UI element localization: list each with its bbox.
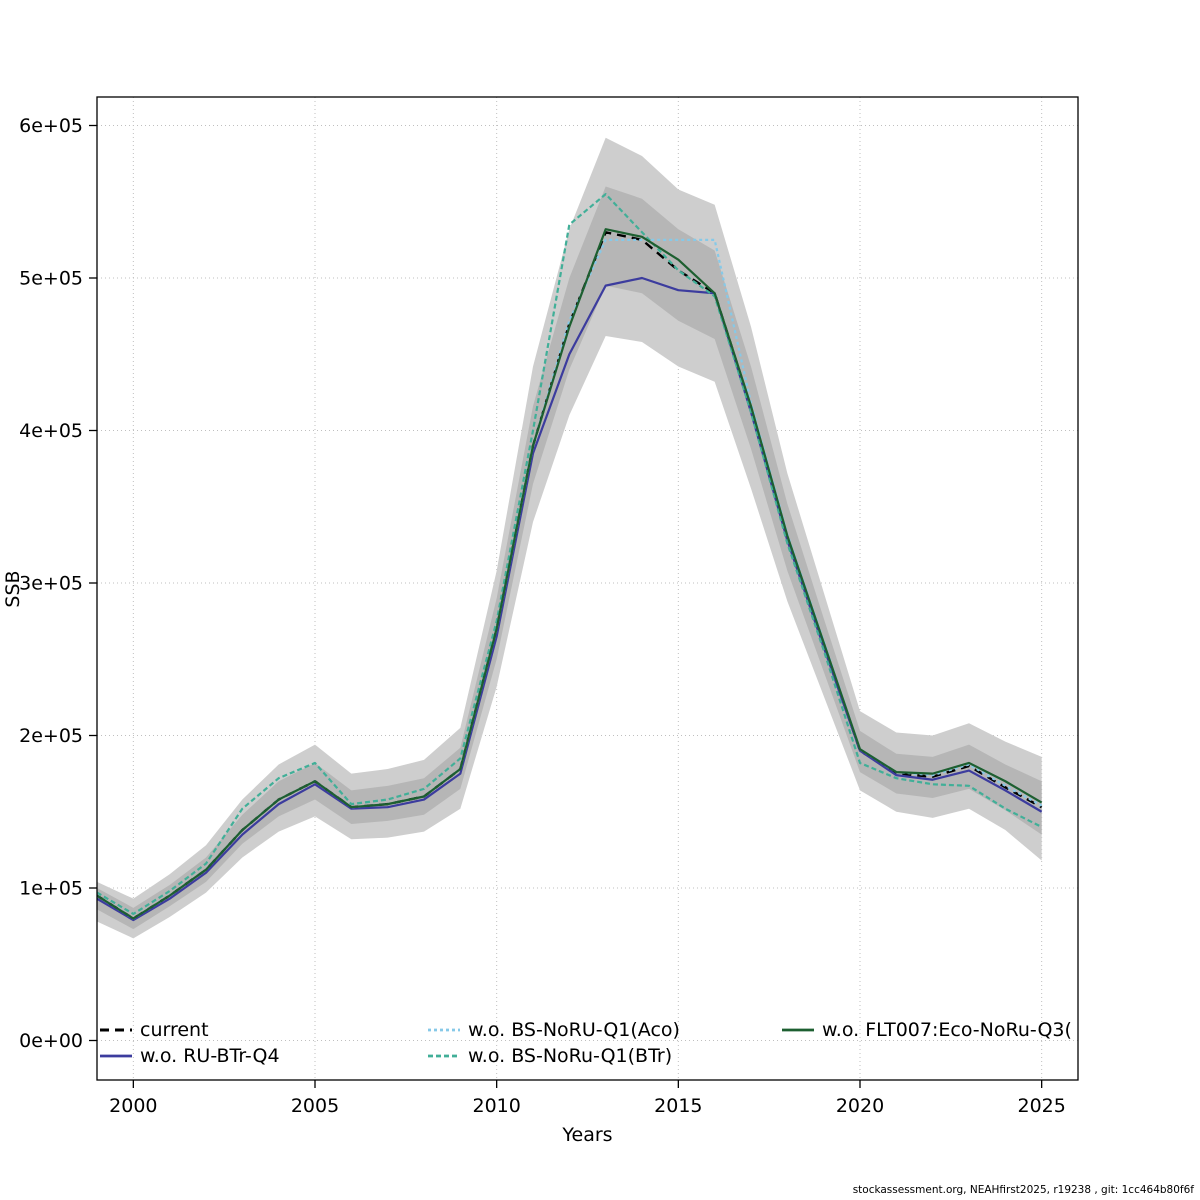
x-tick-label: 2020 bbox=[836, 1095, 884, 1117]
legend-label-2: w.o. BS-NoRU-Q1(Aco) bbox=[468, 1019, 680, 1041]
legend-label-0: current bbox=[140, 1019, 209, 1041]
y-tick-label: 5e+05 bbox=[19, 268, 83, 290]
x-tick-label: 2000 bbox=[109, 1095, 157, 1117]
confidence-band-inner bbox=[97, 186, 1042, 930]
y-tick-label: 3e+05 bbox=[19, 573, 83, 595]
y-tick-label: 6e+05 bbox=[19, 115, 83, 137]
footer-attribution: stockassessment.org, NEAHfirst2025, r192… bbox=[852, 1184, 1194, 1196]
x-tick-label: 2015 bbox=[654, 1095, 702, 1117]
x-tick-label: 2025 bbox=[1017, 1095, 1065, 1117]
x-tick-label: 2005 bbox=[291, 1095, 339, 1117]
y-tick-label: 4e+05 bbox=[19, 420, 83, 442]
plot-border bbox=[96, 96, 1079, 1081]
y-tick-label: 1e+05 bbox=[19, 878, 83, 900]
series-line-4 bbox=[97, 228, 1043, 920]
series-line-1 bbox=[97, 276, 1043, 922]
series-line-3 bbox=[97, 193, 1043, 916]
confidence-band-outer bbox=[97, 137, 1042, 939]
x-tick-label: 2010 bbox=[472, 1095, 520, 1117]
legend-label-4: w.o. FLT007:Eco-NoRu-Q3( bbox=[822, 1019, 1072, 1041]
y-tick-label: 0e+00 bbox=[19, 1030, 83, 1052]
y-tick-label: 2e+05 bbox=[19, 725, 83, 747]
legend-label-3: w.o. BS-NoRu-Q1(BTr) bbox=[468, 1045, 672, 1067]
y-axis-title: SSB bbox=[2, 570, 24, 608]
plot-area: current w.o. RU-BTr-Q4 w.o. BS-NoRU-Q1(Aco… bbox=[97, 137, 1072, 1067]
x-axis-title: Years bbox=[562, 1124, 613, 1146]
legend-label-1: w.o. RU-BTr-Q4 bbox=[140, 1045, 280, 1067]
